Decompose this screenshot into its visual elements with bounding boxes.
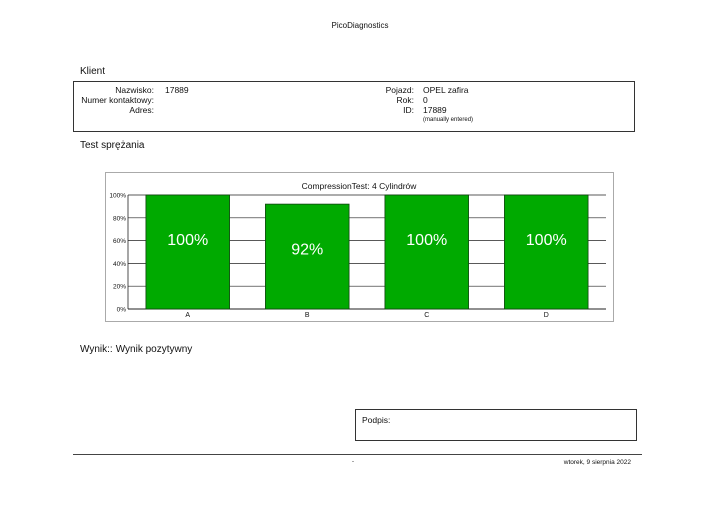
y-tick-label: 80% xyxy=(113,215,126,222)
signature-label: Podpis: xyxy=(362,415,391,425)
bar-value-label: 92% xyxy=(291,241,323,258)
bar-B xyxy=(265,203,350,310)
bar-A xyxy=(145,194,230,310)
test-section-title: Test sprężania xyxy=(80,140,145,151)
y-tick-label: 60% xyxy=(113,238,126,245)
signature-box: Podpis: xyxy=(355,409,637,441)
bar-value-label: 100% xyxy=(167,232,208,249)
result-label: Wynik:: xyxy=(80,344,113,355)
result-line: Wynik:: Wynik pozytywny xyxy=(80,344,195,355)
x-tick-label: C xyxy=(424,312,429,319)
bar-value-label: 100% xyxy=(526,232,567,249)
footer-divider xyxy=(73,454,642,455)
id-value: 17889 xyxy=(423,105,447,115)
result-value: Wynik pozytywny xyxy=(115,344,193,355)
id-label: ID: xyxy=(403,105,414,115)
x-tick-label: D xyxy=(544,312,549,319)
bar-C xyxy=(384,194,469,310)
footer-date: wtorek, 9 sierpnia 2022 xyxy=(563,459,631,466)
surname-value: 17889 xyxy=(165,85,189,95)
y-tick-label: 20% xyxy=(113,284,126,291)
compression-chart: CompressionTest: 4 Cylindrów 0% 20% 40% 60%… xyxy=(105,172,614,322)
address-label: Adres: xyxy=(129,105,154,115)
footer-dash: - xyxy=(352,459,354,465)
contact-number-label: Numer kontaktowy: xyxy=(81,95,154,105)
surname-label: Nazwisko: xyxy=(115,85,154,95)
compression-chart-svg: CompressionTest: 4 Cylindrów 0% 20% 40% 60%… xyxy=(109,181,606,319)
vehicle-label: Pojazd: xyxy=(385,85,414,95)
y-tick-label: 40% xyxy=(113,261,126,268)
x-tick-label: A xyxy=(185,312,190,319)
app-title: PicoDiagnostics xyxy=(331,21,389,30)
y-tick-label: 0% xyxy=(117,307,127,314)
id-note: (manually entered) xyxy=(423,117,474,123)
chart-title: CompressionTest: 4 Cylindrów xyxy=(302,181,418,191)
vehicle-value: OPEL zafira xyxy=(423,85,469,95)
year-label: Rok: xyxy=(396,95,414,105)
x-tick-label: B xyxy=(305,312,310,319)
client-info-box: Nazwisko: 17889 Numer kontaktowy: Adres:… xyxy=(73,81,635,132)
y-tick-label: 100% xyxy=(109,193,126,200)
bar-D xyxy=(504,194,589,310)
year-value: 0 xyxy=(423,95,428,105)
bar-value-label: 100% xyxy=(406,232,447,249)
client-section-title: Klient xyxy=(80,66,106,77)
